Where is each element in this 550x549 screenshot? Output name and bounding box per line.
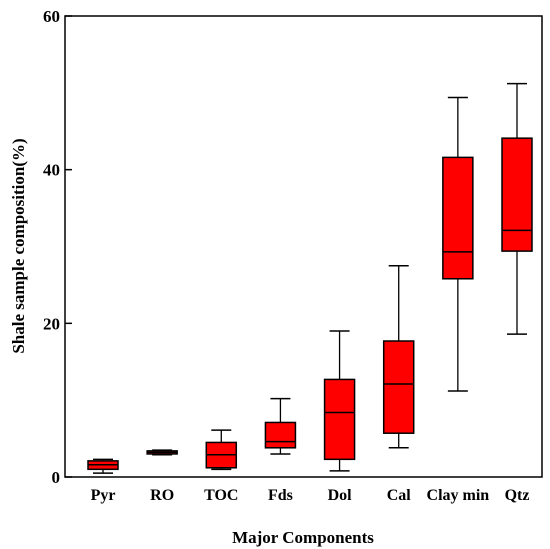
x-category-label: TOC	[204, 487, 238, 504]
y-tick-label: 20	[43, 314, 60, 333]
boxes-layer	[87, 82, 533, 474]
iqr-box	[323, 378, 356, 461]
iqr-box	[442, 156, 474, 280]
box-cal	[382, 264, 415, 449]
x-category-label: Qtz	[505, 487, 530, 504]
x-category-label: Fds	[268, 487, 293, 504]
box-ro	[146, 449, 178, 456]
x-category-label: Clay min	[427, 487, 490, 504]
plot-area-frame	[64, 15, 543, 478]
box-dol	[323, 330, 356, 472]
iqr-box	[382, 340, 415, 434]
box-toc	[205, 429, 238, 471]
iqr-box	[264, 421, 297, 449]
y-tick-label: 0	[52, 468, 61, 487]
box-clay-min	[442, 96, 474, 392]
x-category-label: Pyr	[91, 487, 116, 504]
y-axis-title: Shale sample composition(%)	[9, 138, 28, 353]
box-pyr	[87, 458, 119, 474]
x-category-label: Dol	[328, 487, 353, 504]
iqr-box	[501, 137, 533, 252]
x-axis-title: Major Components	[232, 528, 374, 547]
y-axis-ticks: 0 20 40 60	[43, 7, 72, 487]
box-qtz	[501, 82, 533, 335]
box-fds	[264, 397, 297, 455]
y-tick-label: 60	[43, 7, 60, 26]
x-category-label: Cal	[387, 487, 412, 504]
x-category-label: RO	[150, 487, 174, 504]
y-tick-label: 40	[43, 161, 60, 180]
x-axis-category-labels: Pyr RO TOC Fds Dol Cal Clay min Qtz	[91, 487, 530, 504]
